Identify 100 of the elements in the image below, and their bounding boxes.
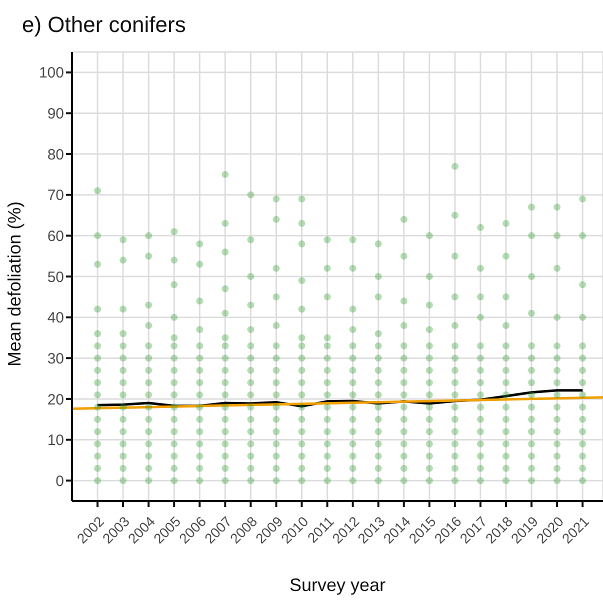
- point: [579, 464, 586, 472]
- point: [94, 404, 102, 411]
- point: [349, 264, 356, 272]
- point: [247, 302, 254, 309]
- point: [349, 404, 356, 411]
- point: [120, 330, 127, 338]
- point: [298, 440, 306, 448]
- point: [579, 281, 586, 288]
- point: [528, 416, 536, 423]
- point: [502, 366, 510, 374]
- point: [196, 297, 204, 304]
- point: [502, 416, 510, 423]
- point: [324, 440, 331, 448]
- point: [94, 306, 102, 313]
- point: [196, 477, 204, 484]
- y-tick-label: 40: [47, 310, 64, 327]
- point: [94, 428, 102, 436]
- point: [222, 354, 229, 362]
- point: [170, 314, 178, 321]
- point: [145, 452, 152, 460]
- point: [502, 477, 510, 484]
- point: [298, 220, 306, 227]
- point: [120, 354, 127, 362]
- point: [247, 416, 254, 423]
- point: [451, 252, 458, 260]
- point: [451, 391, 458, 398]
- point: [554, 366, 561, 374]
- point: [579, 379, 586, 386]
- point: [528, 428, 536, 436]
- point: [145, 416, 152, 423]
- point: [349, 452, 356, 460]
- point: [120, 256, 127, 264]
- point: [374, 477, 382, 484]
- point: [120, 379, 127, 386]
- point: [145, 391, 152, 398]
- point: [145, 232, 152, 240]
- point: [94, 232, 102, 240]
- point: [94, 354, 102, 362]
- point: [476, 477, 484, 484]
- point: [222, 285, 229, 292]
- point: [222, 248, 229, 256]
- point: [451, 416, 458, 423]
- point: [528, 464, 536, 472]
- point: [196, 260, 204, 268]
- point: [247, 354, 254, 362]
- y-tick-label: 0: [56, 472, 64, 490]
- point: [349, 354, 356, 362]
- point: [222, 379, 229, 386]
- y-tick-label: 50: [47, 268, 64, 286]
- point: [426, 379, 433, 386]
- point: [374, 273, 382, 280]
- point: [528, 342, 536, 350]
- point: [298, 354, 306, 362]
- point: [349, 379, 356, 386]
- point: [426, 464, 433, 472]
- point: [196, 452, 204, 460]
- point: [451, 354, 458, 362]
- point: [196, 404, 204, 411]
- point: [476, 404, 484, 411]
- point: [426, 326, 433, 334]
- point: [247, 404, 254, 411]
- point: [298, 342, 306, 350]
- point: [94, 379, 102, 386]
- point: [196, 326, 204, 334]
- point: [170, 334, 178, 342]
- point: [272, 216, 280, 223]
- point: [349, 342, 356, 350]
- point: [170, 440, 178, 448]
- point: [247, 440, 254, 448]
- point: [579, 342, 586, 350]
- point: [426, 440, 433, 448]
- point: [247, 273, 254, 280]
- point: [426, 232, 433, 240]
- point: [554, 232, 561, 240]
- point: [476, 314, 484, 321]
- point: [554, 404, 561, 411]
- point: [298, 379, 306, 386]
- point: [554, 428, 561, 436]
- point: [400, 477, 408, 484]
- point: [400, 354, 408, 362]
- point: [528, 273, 536, 280]
- point: [451, 440, 458, 448]
- chart-title: e) Other conifers: [22, 12, 186, 38]
- point: [272, 477, 280, 484]
- point: [120, 416, 127, 423]
- point: [426, 391, 433, 398]
- point: [222, 170, 229, 178]
- point: [196, 342, 204, 350]
- point: [426, 354, 433, 362]
- point: [222, 452, 229, 460]
- point: [528, 404, 536, 411]
- point: [374, 240, 382, 248]
- point: [298, 452, 306, 460]
- point: [400, 366, 408, 374]
- point: [426, 428, 433, 436]
- point: [476, 452, 484, 460]
- point: [451, 342, 458, 350]
- point: [426, 404, 433, 411]
- point: [324, 379, 331, 386]
- point: [374, 464, 382, 472]
